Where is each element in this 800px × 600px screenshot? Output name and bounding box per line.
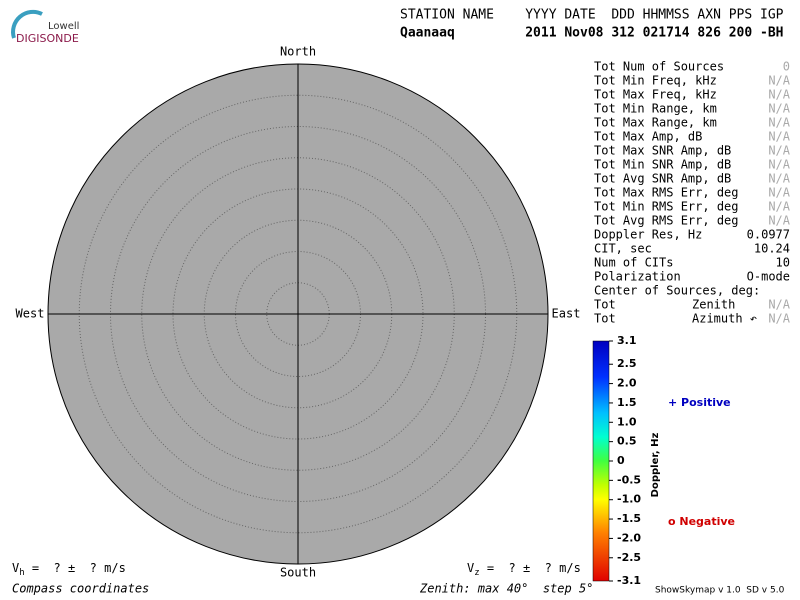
- vz-label: Vz = ? ± ? m/s: [467, 561, 581, 578]
- north-label: North: [280, 45, 316, 59]
- coords-label: Compass coordinates: [12, 582, 149, 596]
- stat-label: Tot Max RMS Err, deg: [594, 186, 739, 200]
- stats-table: Tot Num of Sources 0 Tot Min Freq, kHz N/A T…: [594, 60, 791, 326]
- colorbar-label: Doppler, Hz: [650, 433, 661, 498]
- stat-label: Doppler Res, Hz: [594, 228, 702, 242]
- stat-value: 10: [776, 256, 790, 270]
- stat-label: Tot: [594, 298, 616, 312]
- south-label: South: [280, 566, 316, 580]
- stat-value: 0.0977: [747, 228, 790, 242]
- logo-bottom: DIGISONDE: [16, 32, 79, 45]
- tick-label: -3.1: [617, 574, 641, 587]
- stat-sub: Zenith: [692, 298, 735, 312]
- stat-value: 10.24: [754, 242, 790, 256]
- vh-label: Vh = ? ± ? m/s: [12, 561, 126, 578]
- stat-label: Tot Avg SNR Amp, dB: [594, 172, 731, 186]
- stat-value: N/A: [768, 186, 790, 200]
- zenith-label: Zenith: max 40° step 5°: [419, 582, 593, 596]
- tick-label: 1.5: [617, 396, 637, 409]
- tick-label: -2.0: [617, 531, 641, 544]
- stat-value: N/A: [768, 312, 790, 326]
- west-label: West: [16, 307, 45, 321]
- legend-negative: o Negative: [668, 515, 735, 528]
- stat-value: N/A: [768, 214, 790, 228]
- header-columns: STATION NAME YYYY DATE DDD HHMMSS AXN PP…: [400, 8, 784, 23]
- stat-label: Tot Min Range, km: [594, 102, 717, 116]
- tick-label: -1.0: [617, 493, 641, 506]
- stat-label: Tot Max Freq, kHz: [594, 88, 717, 102]
- stat-label: Tot: [594, 312, 616, 326]
- tick-label: 2.0: [617, 377, 637, 390]
- tick-label: 2.5: [617, 357, 637, 370]
- tick-label: 3.1: [617, 334, 637, 347]
- stat-label: Tot Min Freq, kHz: [594, 74, 717, 88]
- stat-value: N/A: [768, 158, 790, 172]
- colorbar: [592, 340, 610, 582]
- stat-value: N/A: [768, 172, 790, 186]
- stat-value: N/A: [768, 88, 790, 102]
- legend-positive: + Positive: [668, 396, 731, 409]
- stat-label: Tot Min RMS Err, deg: [594, 200, 739, 214]
- stat-value: O-mode: [747, 270, 790, 284]
- tick-label: -1.5: [617, 512, 641, 525]
- stat-value: N/A: [768, 144, 790, 158]
- stat-label: Tot Max SNR Amp, dB: [594, 144, 731, 158]
- header-values: Qaanaaq 2011 Nov08 312 021714 826 200 -B…: [400, 26, 784, 41]
- east-label: East: [552, 307, 581, 321]
- stat-value: N/A: [768, 74, 790, 88]
- stat-label: Polarization: [594, 270, 681, 284]
- tick-label: 0.5: [617, 435, 637, 448]
- stat-sub: Azimuth ↶: [692, 312, 757, 326]
- stat-value: N/A: [768, 102, 790, 116]
- stat-label: Tot Num of Sources: [594, 60, 724, 74]
- version-label: ShowSkymap v 1.0 SD v 5.0: [655, 586, 785, 596]
- stat-label: Center of Sources, deg:: [594, 284, 760, 298]
- stat-value: N/A: [768, 130, 790, 144]
- tick-label: -0.5: [617, 473, 641, 486]
- stat-label: CIT, sec: [594, 242, 652, 256]
- logo-arc: [11, 9, 43, 39]
- stat-value: N/A: [768, 116, 790, 130]
- stat-label: Tot Min SNR Amp, dB: [594, 158, 731, 172]
- stat-value: N/A: [768, 200, 790, 214]
- tick-label: -2.5: [617, 551, 641, 564]
- tick-label: 1.0: [617, 415, 637, 428]
- stat-value: 0: [783, 60, 790, 74]
- stat-label: Tot Max Amp, dB: [594, 130, 702, 144]
- logo-top: Lowell: [48, 21, 79, 32]
- stat-label: Tot Avg RMS Err, deg: [594, 214, 739, 228]
- stat-label: Tot Max Range, km: [594, 116, 717, 130]
- tick-label: 0: [617, 454, 625, 467]
- stat-label: Num of CITs: [594, 256, 673, 270]
- stat-value: N/A: [768, 298, 790, 312]
